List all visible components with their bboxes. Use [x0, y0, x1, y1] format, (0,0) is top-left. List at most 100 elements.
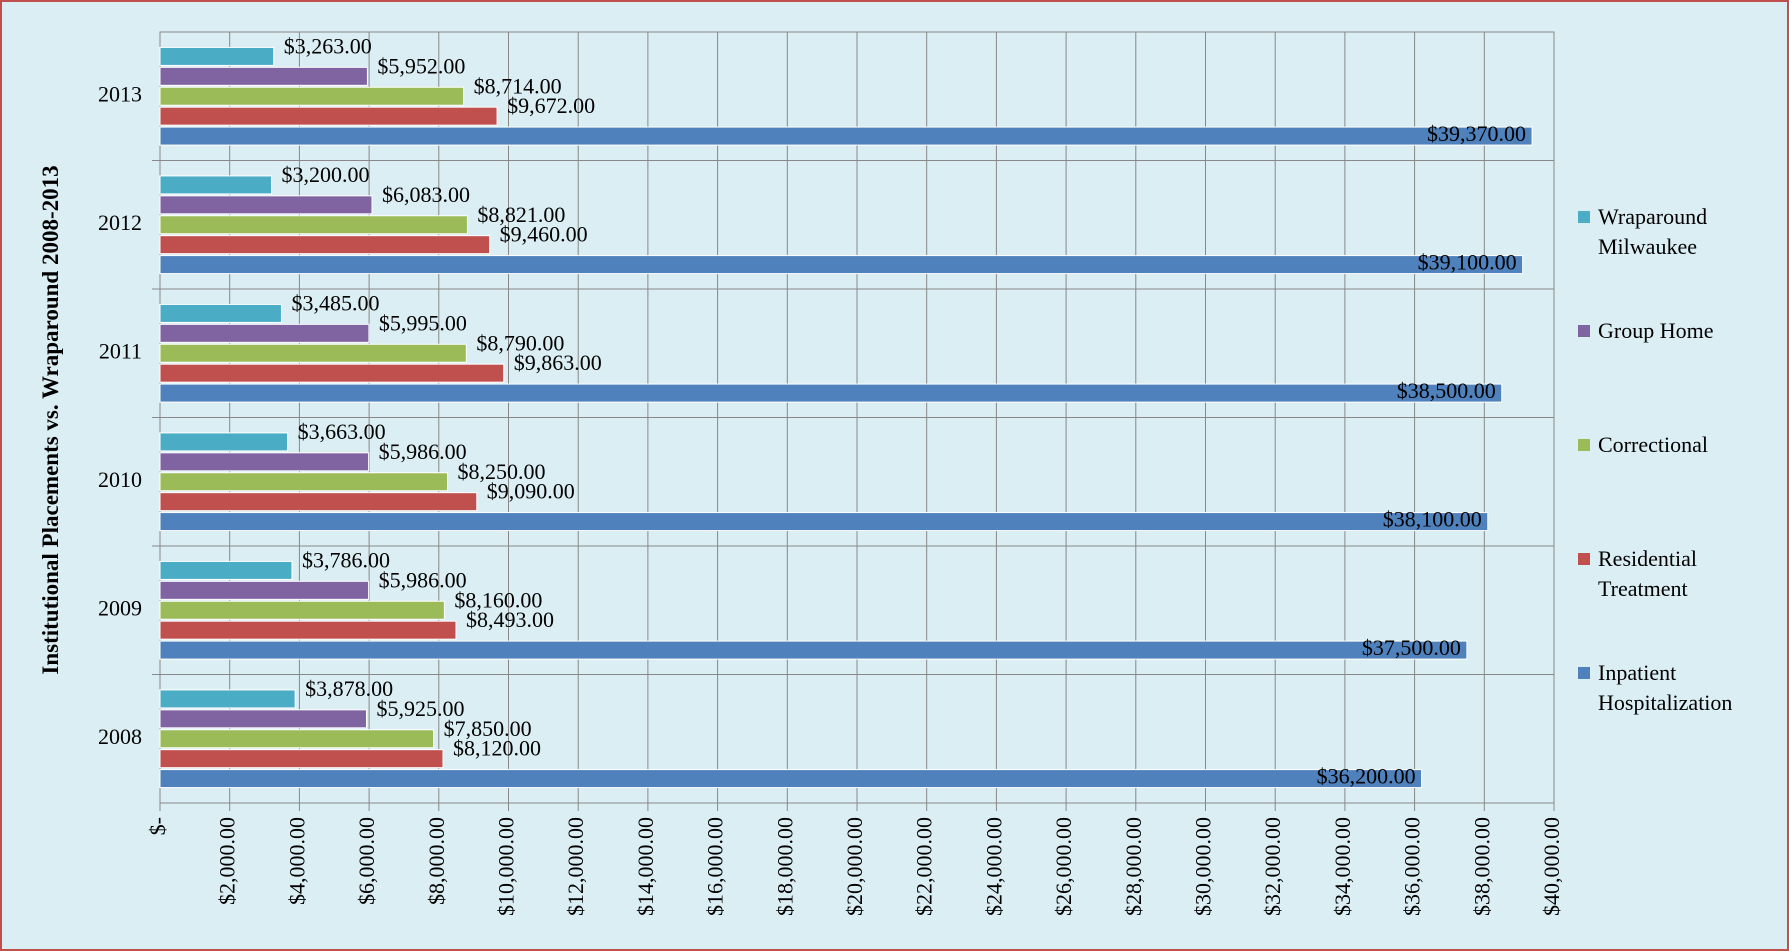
data-label: $3,485.00: [291, 290, 379, 315]
legend-swatch: [1578, 439, 1590, 451]
bar: [159, 195, 373, 215]
data-label: $3,663.00: [298, 419, 386, 444]
data-label: $39,370.00: [1427, 121, 1526, 146]
bar: [159, 600, 445, 620]
bar: [159, 126, 1533, 146]
x-tick-label: $22,000.00: [912, 817, 937, 916]
bar: [159, 512, 1489, 532]
bar: [159, 66, 368, 86]
bar: [159, 363, 505, 383]
data-label: $5,925.00: [376, 696, 464, 721]
x-tick-label: $8,000.00: [424, 817, 449, 905]
y-tick-label: 2011: [99, 338, 142, 363]
legend-label: Correctional: [1598, 432, 1708, 457]
x-tick-label: $32,000.00: [1260, 817, 1285, 916]
bar: [159, 235, 491, 255]
bar: [159, 46, 275, 66]
bar: [159, 303, 282, 323]
data-label: $5,986.00: [379, 567, 467, 592]
data-label: $3,878.00: [305, 676, 393, 701]
bar: [159, 640, 1468, 660]
y-tick-label: 2009: [98, 595, 142, 620]
legend-entry: Wraparound Milwaukee: [1574, 202, 1784, 262]
data-label: $39,100.00: [1418, 250, 1517, 275]
data-label: $8,493.00: [466, 607, 554, 632]
data-label: $8,160.00: [454, 587, 542, 612]
x-tick-label: $-: [145, 817, 170, 835]
bar: [159, 343, 467, 363]
bar: [159, 560, 293, 580]
legend-swatch: [1578, 553, 1590, 565]
data-label: $9,460.00: [500, 222, 588, 247]
data-label: $8,821.00: [477, 202, 565, 227]
bar: [159, 709, 367, 729]
bar: [159, 323, 370, 343]
data-label: $5,986.00: [379, 439, 467, 464]
x-tick-label: $28,000.00: [1121, 817, 1146, 916]
legend-swatch: [1578, 667, 1590, 679]
data-label: $8,120.00: [453, 736, 541, 761]
legend-entry: Group Home: [1574, 316, 1784, 346]
bar: [159, 729, 435, 749]
legend-swatch: [1578, 325, 1590, 337]
bar: [159, 492, 478, 512]
x-tick-label: $24,000.00: [981, 817, 1006, 916]
bar: [159, 432, 289, 452]
legend-entry: Correctional: [1574, 430, 1784, 460]
y-tick-label: 2013: [98, 81, 142, 106]
x-tick-label: $10,000.00: [494, 817, 519, 916]
x-tick-label: $2,000.00: [215, 817, 240, 905]
data-label: $9,090.00: [487, 479, 575, 504]
x-tick-label: $14,000.00: [633, 817, 658, 916]
legend-label: Residential Treatment: [1598, 546, 1697, 601]
bar: [159, 620, 457, 640]
legend-label: Inpatient Hospitalization: [1598, 660, 1733, 715]
bar: [159, 689, 296, 709]
legend-swatch: [1578, 211, 1590, 223]
x-tick-label: $18,000.00: [772, 817, 797, 916]
data-label: $9,672.00: [507, 93, 595, 118]
data-label: $38,500.00: [1397, 378, 1496, 403]
bar: [159, 769, 1423, 789]
bar: [159, 472, 449, 492]
x-tick-label: $20,000.00: [842, 817, 867, 916]
x-tick-label: $6,000.00: [354, 817, 379, 905]
bar: [159, 86, 465, 106]
x-tick-label: $30,000.00: [1191, 817, 1216, 916]
legend-label: Group Home: [1598, 318, 1714, 343]
data-label: $5,952.00: [377, 53, 465, 78]
x-tick-label: $12,000.00: [563, 817, 588, 916]
bar: [159, 580, 370, 600]
x-tick-label: $36,000.00: [1400, 817, 1425, 916]
data-label: $8,790.00: [476, 330, 564, 355]
y-tick-label: 2012: [98, 210, 142, 235]
data-label: $38,100.00: [1383, 507, 1482, 532]
y-tick-label: 2008: [98, 724, 142, 749]
data-label: $6,083.00: [382, 182, 470, 207]
data-label: $5,995.00: [379, 310, 467, 335]
y-axis-title: Institutional Placements vs. Wraparound …: [38, 165, 63, 674]
bar: [159, 749, 444, 769]
data-label: $9,863.00: [514, 350, 602, 375]
legend-label: Wraparound Milwaukee: [1598, 204, 1708, 259]
bar: [159, 106, 498, 126]
legend-entry: Inpatient Hospitalization: [1574, 658, 1784, 718]
x-tick-label: $16,000.00: [703, 817, 728, 916]
x-tick-label: $34,000.00: [1330, 817, 1355, 916]
data-label: $37,500.00: [1362, 635, 1461, 660]
data-label: $3,200.00: [282, 162, 370, 187]
x-tick-label: $4,000.00: [284, 817, 309, 905]
y-tick-label: 2010: [98, 467, 142, 492]
x-tick-label: $40,000.00: [1539, 817, 1564, 916]
x-tick-label: $26,000.00: [1051, 817, 1076, 916]
data-label: $7,850.00: [444, 716, 532, 741]
data-label: $8,250.00: [458, 459, 546, 484]
bar: [159, 255, 1524, 275]
bar: [159, 383, 1503, 403]
bar: [159, 215, 468, 235]
x-tick-label: $38,000.00: [1469, 817, 1494, 916]
data-label: $8,714.00: [474, 73, 562, 98]
data-label: $3,786.00: [302, 547, 390, 572]
